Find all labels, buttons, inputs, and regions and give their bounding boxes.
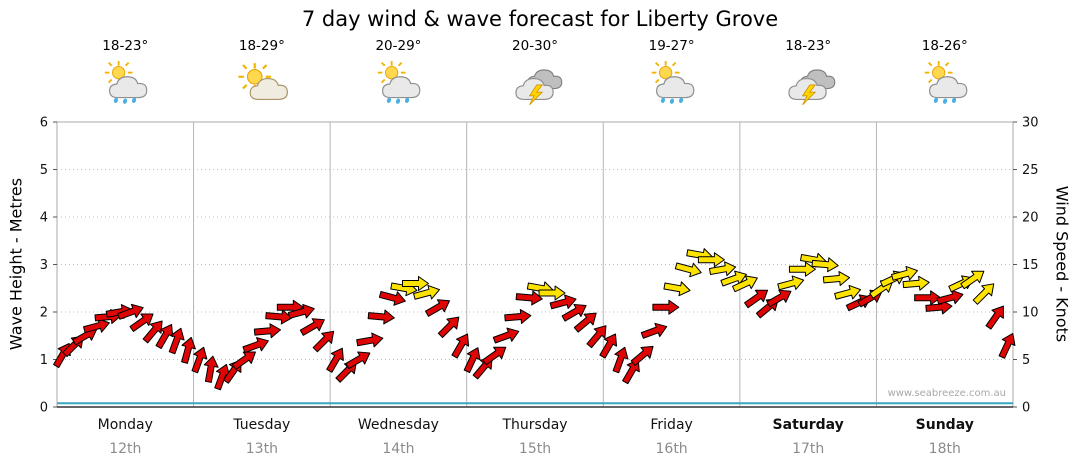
day-name: Monday xyxy=(97,417,153,433)
weather-icon xyxy=(233,58,291,114)
day-name: Sunday xyxy=(915,417,974,433)
icons-row xyxy=(57,58,1013,114)
day-date: 17th xyxy=(792,441,825,457)
temp-label: 19-27° xyxy=(648,38,695,54)
svg-text:30: 30 xyxy=(1022,116,1039,131)
temp-label: 18-23° xyxy=(785,38,832,54)
day-name: Saturday xyxy=(772,417,844,433)
svg-text:10: 10 xyxy=(1022,306,1039,321)
day-name: Wednesday xyxy=(357,417,439,433)
left-axis-title: Wave Height - Metres xyxy=(6,177,26,351)
day-name: Friday xyxy=(650,417,693,433)
day-date: 14th xyxy=(382,441,415,457)
svg-text:0: 0 xyxy=(40,401,48,416)
day-names-row: Monday Tuesday Wednesday Thursday Friday… xyxy=(57,417,1013,433)
weather-icon xyxy=(506,58,564,114)
temp-label: 18-26° xyxy=(921,38,968,54)
svg-text:0: 0 xyxy=(1022,401,1030,416)
svg-text:5: 5 xyxy=(40,163,48,178)
cloud-icon xyxy=(928,76,968,99)
day-name: Tuesday xyxy=(233,417,291,433)
temps-row: 18-23° 18-29° 20-29° 20-30° 19-27° 18-23… xyxy=(57,38,1013,54)
svg-text:3: 3 xyxy=(40,258,48,273)
svg-text:25: 25 xyxy=(1022,163,1039,178)
day-name: Thursday xyxy=(502,417,568,433)
weather-icon xyxy=(369,58,427,114)
lightning-icon xyxy=(528,84,544,106)
sun-icon xyxy=(924,61,953,85)
cloud-icon xyxy=(382,76,421,99)
rain-icon xyxy=(387,97,410,104)
temp-label: 20-30° xyxy=(512,38,559,54)
day-date: 16th xyxy=(655,441,688,457)
rain-icon xyxy=(933,97,956,104)
temp-label: 20-29° xyxy=(375,38,422,54)
svg-text:5: 5 xyxy=(1022,353,1030,368)
weather-icon xyxy=(916,58,974,114)
temp-label: 18-23° xyxy=(102,38,149,54)
cloud-icon xyxy=(655,76,694,99)
lightning-icon xyxy=(801,84,817,106)
right-axis-title: Wind Speed - Knots xyxy=(1052,185,1072,343)
dates-row: 12th 13th 14th 15th 16th 17th 18th xyxy=(57,441,1013,457)
day-date: 13th xyxy=(245,441,278,457)
day-date: 15th xyxy=(518,441,552,457)
weather-icon xyxy=(643,58,701,114)
cloud-icon xyxy=(109,76,148,99)
day-date: 18th xyxy=(928,441,961,457)
svg-text:4: 4 xyxy=(40,211,48,226)
watermark: www.seabreeze.com.au xyxy=(887,388,1006,399)
temp-label: 18-29° xyxy=(238,38,285,54)
rain-icon xyxy=(660,97,683,104)
svg-text:2: 2 xyxy=(40,306,48,321)
svg-text:1: 1 xyxy=(40,353,48,368)
weather-icon xyxy=(96,58,154,114)
svg-text:6: 6 xyxy=(40,116,48,131)
weather-icon xyxy=(779,58,837,114)
page-title: 7 day wind & wave forecast for Liberty G… xyxy=(301,7,779,31)
rain-icon xyxy=(114,97,137,104)
svg-text:20: 20 xyxy=(1022,211,1039,226)
cloud-icon xyxy=(249,77,288,100)
svg-text:15: 15 xyxy=(1022,258,1039,273)
day-date: 12th xyxy=(109,441,142,457)
